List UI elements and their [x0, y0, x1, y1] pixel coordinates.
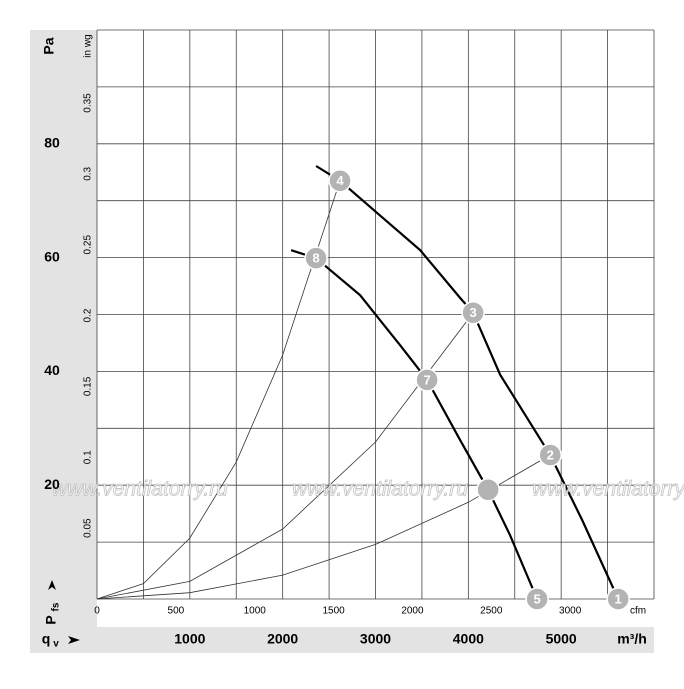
x-axis-title-sub: v	[53, 639, 59, 650]
bottom-band	[30, 627, 654, 653]
y2-tick-label: 0.25	[83, 235, 94, 255]
operating-point	[476, 478, 500, 502]
x2-tick-label: 3000	[559, 606, 582, 617]
y2-tick-label: 0.35	[83, 93, 94, 113]
curve	[96, 312, 474, 600]
x-label: m³/h	[617, 631, 647, 647]
point-label: 1	[615, 591, 622, 606]
y2-tick-label: 0.2	[83, 308, 94, 322]
y2-label: in wg	[83, 34, 94, 57]
x-tick-label: 1000	[174, 631, 205, 647]
x-tick-label: 4000	[453, 631, 484, 647]
y2-tick-label: 0.15	[83, 376, 94, 396]
x2-label: cfm	[630, 606, 646, 617]
operating-point	[606, 587, 630, 611]
x2-tick-label: 0	[94, 606, 100, 617]
point-label: 7	[423, 372, 430, 387]
operating-point	[304, 246, 328, 270]
y-axis-title: P fs	[43, 602, 62, 625]
x2-tick-label: 500	[168, 606, 185, 617]
point-label: 3	[470, 305, 477, 320]
y2-tick-label: 0.1	[83, 450, 94, 464]
x-axis-title-main: q	[42, 631, 51, 647]
operating-point	[538, 443, 562, 467]
watermark: www.ventilatorry.ru	[292, 478, 468, 501]
point-label: 2	[547, 447, 554, 462]
y2-tick-label: 0.3	[83, 166, 94, 180]
y-axis-title-main: P	[43, 615, 59, 624]
x-tick-label: 2000	[267, 631, 298, 647]
x2-tick-label: 1000	[244, 606, 267, 617]
curve	[96, 180, 341, 600]
operating-point	[328, 169, 352, 193]
x2-tick-label: 1500	[322, 606, 345, 617]
x2-tick-label: 2500	[480, 606, 503, 617]
point-label: 4	[336, 173, 344, 188]
x2-tick-label: 2000	[401, 606, 424, 617]
y-arrow	[48, 580, 56, 590]
operating-point	[525, 587, 549, 611]
y-tick-label: 20	[44, 476, 60, 492]
y2-tick-label: 0.05	[83, 518, 94, 538]
operating-point	[461, 301, 485, 325]
x-tick-label: 3000	[360, 631, 391, 647]
y-tick-label: 80	[44, 135, 60, 151]
operating-point	[415, 368, 439, 392]
y-axis-title-sub: fs	[51, 602, 62, 611]
y-tick-label: 60	[44, 248, 60, 264]
y-tick-label: 40	[44, 362, 60, 378]
y-label: Pa	[41, 37, 57, 54]
watermark: www.ventilatorry.ru	[52, 478, 228, 501]
point-label: 8	[312, 251, 319, 266]
x-tick-label: 5000	[546, 631, 577, 647]
watermark: www.ventilatorry.ru	[532, 478, 684, 501]
point-label: 5	[534, 591, 541, 606]
x-arrow	[68, 636, 80, 644]
left-band	[30, 30, 97, 627]
